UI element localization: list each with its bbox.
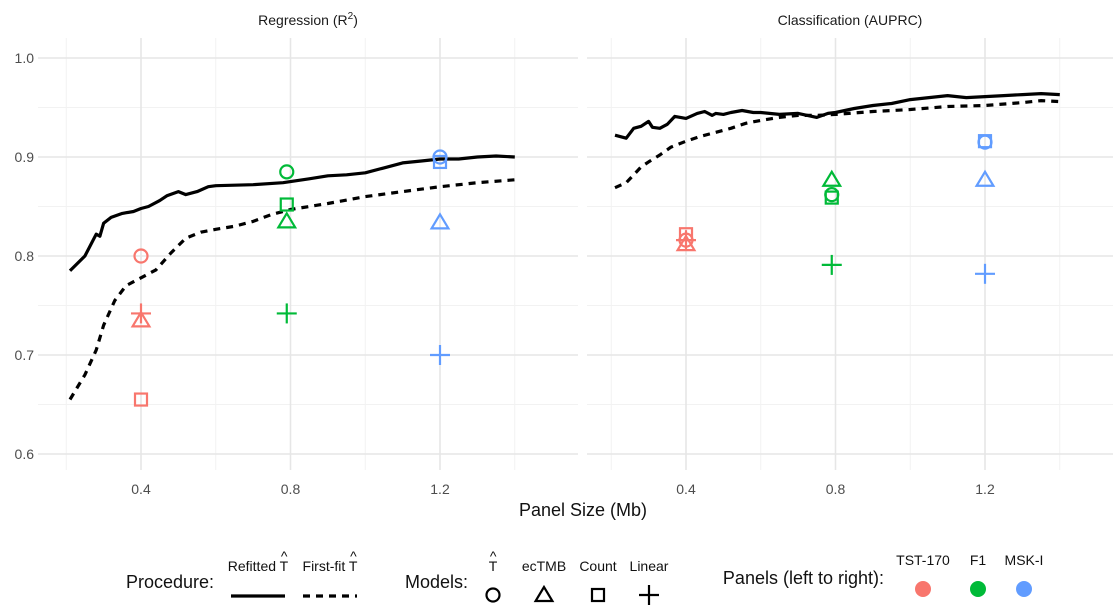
y-tick-label: 0.8: [15, 248, 35, 264]
point-count-tst-170: [133, 392, 149, 407]
point-linear-tst-170: [676, 230, 696, 251]
facet-2-grid: [587, 38, 1113, 470]
point-ectmb-f1: [821, 169, 843, 187]
legend-key-label: T^: [489, 548, 498, 574]
legend-procedure-title: Procedure:: [126, 572, 214, 592]
point-ectmb-f1: [276, 211, 298, 229]
legend-key-label: Count: [579, 558, 616, 574]
line-first_fit: [68, 178, 515, 401]
legend-panels-title: Panels (left to right):: [723, 568, 884, 588]
legend-shape-ectmb: [533, 584, 555, 603]
facet-2-title: Classification (AUPRC): [778, 12, 923, 28]
y-tick-label: 0.9: [15, 149, 35, 165]
legend-key-label: First-fit T^: [303, 548, 358, 574]
legend-shape-tmb_hat: [485, 587, 501, 603]
point-ectmb-msk-i: [429, 212, 451, 230]
point-tmb_hat-f1: [824, 187, 840, 203]
line-refitted: [68, 154, 515, 272]
x-tick-label: 1.2: [430, 481, 450, 497]
hat-accent: ^: [281, 548, 288, 564]
point-tmb_hat-tst-170: [133, 248, 149, 264]
line-refitted: [614, 92, 1060, 140]
legend-key-label: Refitted T^: [228, 548, 289, 574]
legend-shape-linear: [639, 585, 659, 605]
x-tick-label: 0.4: [676, 481, 696, 497]
svg-text:Count: Count: [579, 558, 616, 574]
legend-models-title: Models:: [405, 572, 468, 592]
hat-accent: ^: [350, 548, 357, 564]
point-count-f1: [824, 190, 839, 205]
legend-dot-f1: [970, 581, 986, 597]
point-tmb_hat-f1: [279, 164, 295, 180]
line-first_fit: [614, 99, 1060, 190]
legend-key-label: Linear: [630, 558, 669, 574]
point-linear-msk-i: [430, 345, 450, 365]
legend-panel-label: MSK-I: [1005, 552, 1044, 568]
point-count-msk-i: [432, 154, 448, 170]
legend-panel-label: F1: [970, 552, 987, 568]
facet-1-title: Regression (R2): [258, 11, 358, 28]
facet-1-grid: [38, 38, 578, 470]
point-linear-f1: [821, 254, 842, 275]
legend: Refitted T^First-fit T^T^ecTMB Count Linea…: [228, 548, 1032, 598]
point-ectmb-tst-170: [130, 310, 152, 328]
svg-text:Refitted T: Refitted T: [228, 558, 289, 574]
point-linear-tst-170: [131, 303, 151, 324]
point-count-msk-i: [977, 134, 993, 149]
y-tick-label: 0.7: [15, 347, 35, 363]
point-count-f1: [279, 197, 294, 212]
svg-text:ecTMB: ecTMB: [522, 558, 566, 574]
y-tick-label: 1.0: [15, 50, 35, 66]
x-tick-label: 0.8: [281, 481, 301, 497]
legend-shape-count: [590, 587, 606, 603]
y-tick-label: 0.6: [15, 446, 35, 462]
point-linear-msk-i: [975, 263, 995, 284]
x-tick-label: 0.8: [826, 481, 846, 497]
legend-dot-tst-170: [915, 581, 931, 597]
x-tick-label: 0.4: [131, 481, 151, 497]
legend-panel-label: TST-170: [896, 552, 950, 568]
point-ectmb-msk-i: [974, 169, 996, 187]
x-tick-label: 1.2: [975, 481, 995, 497]
svg-text:Linear: Linear: [630, 558, 669, 574]
svg-text:First-fit T: First-fit T: [303, 558, 358, 574]
svg-text:T: T: [489, 558, 498, 574]
legend-key-label: ecTMB: [522, 558, 566, 574]
hat-accent: ^: [490, 548, 497, 564]
x-axis-title: Panel Size (Mb): [519, 500, 647, 520]
point-linear-f1: [276, 303, 297, 324]
legend-dot-msk-i: [1016, 581, 1032, 597]
